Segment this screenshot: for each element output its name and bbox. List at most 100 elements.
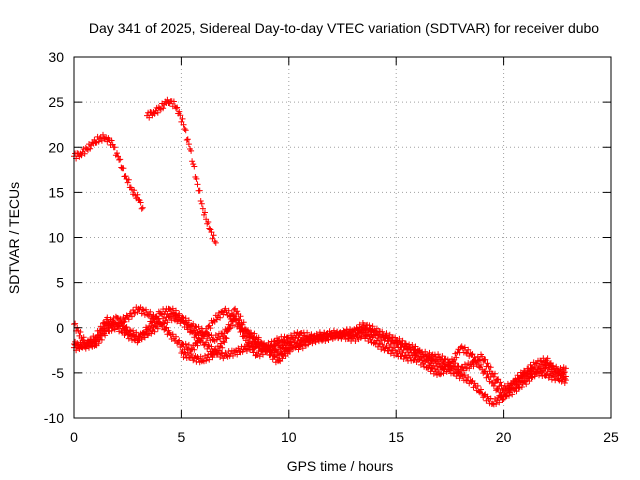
data-point-cluster — [308, 331, 323, 347]
data-point-cluster — [222, 347, 237, 360]
data-point-cluster — [211, 338, 227, 356]
grid-layer — [74, 57, 611, 418]
data-point-cluster — [72, 339, 87, 354]
x-tick-label: 10 — [281, 429, 297, 445]
data-point-cluster — [351, 329, 366, 344]
data-point — [199, 205, 206, 212]
y-tick-label: 25 — [48, 94, 64, 110]
data-point — [174, 104, 181, 111]
data-point-cluster — [523, 359, 538, 378]
data-point-cluster — [211, 308, 227, 325]
data-point-cluster — [512, 367, 527, 385]
data-point-cluster — [158, 98, 169, 113]
data-point-cluster — [394, 335, 409, 350]
y-axis-label: SDTVAR / TECUs — [6, 182, 22, 294]
data-point-cluster — [426, 362, 442, 378]
series-satellite-track-d — [71, 304, 569, 408]
data-point-cluster — [394, 348, 409, 362]
data-point — [285, 347, 292, 354]
data-point — [135, 337, 142, 344]
data-point-cluster — [233, 317, 248, 340]
data-point-cluster — [512, 377, 527, 395]
data-point-cluster — [97, 131, 109, 144]
data-point-cluster — [372, 337, 388, 354]
x-axis-label: GPS time / hours — [287, 458, 394, 474]
data-point-cluster — [168, 305, 184, 324]
data-point — [468, 378, 475, 385]
data-point-cluster — [168, 331, 184, 350]
data-point-cluster — [222, 306, 237, 342]
data-point-cluster — [104, 314, 119, 332]
data-point-cluster — [188, 147, 199, 180]
series-satellite-track-a — [71, 131, 146, 212]
chart-title: Day 341 of 2025, Sidereal Day-to-day VTE… — [89, 20, 599, 36]
data-point-cluster — [383, 342, 399, 359]
data-point-cluster — [190, 320, 205, 336]
y-tick-label: -10 — [44, 410, 64, 426]
data-point — [468, 351, 475, 358]
data-point-cluster — [448, 365, 463, 382]
data-point-cluster — [276, 345, 291, 359]
x-tick-label: 25 — [603, 429, 619, 445]
data-point-cluster — [362, 332, 377, 347]
data-point-cluster — [93, 319, 109, 341]
data-point-cluster — [179, 314, 195, 330]
data-point — [193, 175, 200, 182]
data-point-cluster — [265, 343, 280, 358]
data-point-cluster — [201, 350, 216, 365]
data-point-cluster — [78, 144, 89, 159]
data-point — [210, 317, 217, 324]
data-point-cluster — [125, 331, 141, 346]
data-point-cluster — [469, 377, 484, 396]
data-point-cluster — [147, 308, 162, 329]
y-tick-label: 30 — [48, 49, 64, 65]
x-tick-label: 20 — [496, 429, 512, 445]
data-point-cluster — [181, 126, 192, 148]
data-point — [532, 369, 539, 376]
tick-layer: 0 5 10 15 20 25 -10 -5 0 5 10 15 20 25 30 — [44, 49, 619, 445]
series-satellite-track-f — [178, 305, 292, 366]
data-point-cluster — [340, 330, 356, 344]
data-point-cluster — [372, 325, 388, 341]
data-point-cluster — [383, 330, 399, 346]
data-point-cluster — [190, 331, 205, 353]
y-tick-label: 15 — [48, 184, 64, 200]
data-point-cluster — [82, 333, 98, 350]
data-point-cluster — [544, 368, 560, 384]
data-point — [543, 371, 550, 378]
data-point-cluster — [329, 327, 345, 342]
data-point-cluster — [490, 380, 506, 403]
data-point-cluster — [164, 96, 173, 107]
data-point-cluster — [426, 354, 442, 370]
data-point-cluster — [523, 368, 538, 388]
data-point-cluster — [91, 133, 102, 146]
data-layer — [71, 96, 569, 408]
x-tick-label: 5 — [178, 429, 186, 445]
y-tick-label: 20 — [48, 139, 64, 155]
data-point — [221, 339, 228, 346]
data-point-cluster — [533, 355, 549, 369]
data-point — [212, 239, 219, 246]
data-point-cluster — [123, 176, 134, 191]
data-point-cluster — [125, 304, 141, 323]
series-satellite-track-e — [71, 305, 569, 403]
data-point-cluster — [286, 329, 302, 345]
data-point-cluster — [233, 343, 248, 358]
data-point-cluster — [319, 328, 334, 342]
y-tick-label: 5 — [56, 275, 64, 291]
data-point-cluster — [151, 104, 162, 117]
data-point-cluster — [555, 364, 568, 377]
data-point — [122, 173, 129, 180]
data-point-cluster — [254, 339, 270, 354]
data-point-cluster — [201, 209, 212, 227]
data-point-cluster — [136, 197, 145, 212]
x-tick-label: 15 — [388, 429, 404, 445]
data-point-cluster — [405, 352, 420, 365]
data-point-cluster — [85, 139, 96, 153]
data-point-cluster — [158, 320, 173, 338]
data-point-cluster — [490, 370, 506, 394]
data-point-cluster — [469, 351, 484, 371]
data-point-cluster — [458, 343, 474, 360]
